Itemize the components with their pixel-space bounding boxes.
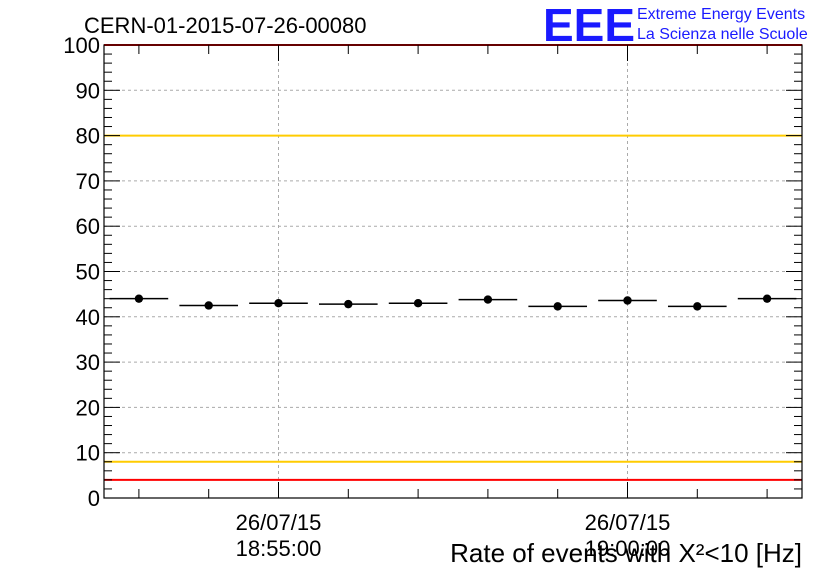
x-axis-label: Rate of events with X²<10 [Hz] (450, 538, 802, 568)
y-tick-label: 20 (76, 395, 100, 420)
data-point (762, 294, 772, 303)
y-tick-label: 90 (76, 78, 100, 103)
x-tick-time-label: 19:00:00 (585, 536, 671, 561)
data-point (134, 294, 144, 303)
y-tick-label: 40 (76, 305, 100, 330)
data-point (553, 302, 562, 311)
y-tick-label: 70 (76, 169, 100, 194)
data-point (693, 302, 702, 311)
x-tick-date-label: 26/07/15 (236, 510, 322, 535)
y-tick-label: 60 (76, 214, 100, 239)
eee-logo-line1: Extreme Energy Events (637, 6, 805, 23)
x-tick-time-label: 18:55:00 (236, 536, 322, 561)
data-point (204, 301, 213, 310)
data-series (109, 294, 797, 311)
eee-logo-line2: La Scienza nelle Scuole (637, 26, 808, 43)
data-point (413, 299, 423, 308)
y-tick-label: 10 (76, 441, 100, 466)
data-point (344, 299, 353, 309)
y-tick-label: 30 (76, 350, 100, 375)
data-point (483, 295, 493, 304)
eee-logo-text: EEE (543, 0, 635, 51)
eee-logo: EEE Extreme Energy Events La Scienza nel… (543, 0, 808, 51)
y-tick-label: 50 (76, 260, 100, 285)
y-tick-label: 0 (88, 486, 100, 511)
y-tick-label: 100 (63, 33, 100, 58)
axes: 010203040506070809010026/07/1518:55:0026… (63, 33, 802, 561)
data-point (274, 299, 283, 308)
run-id-title: CERN-01-2015-07-26-00080 (84, 13, 367, 38)
x-tick-date-label: 26/07/15 (585, 510, 671, 535)
y-tick-label: 80 (76, 124, 100, 149)
data-point (623, 296, 632, 305)
